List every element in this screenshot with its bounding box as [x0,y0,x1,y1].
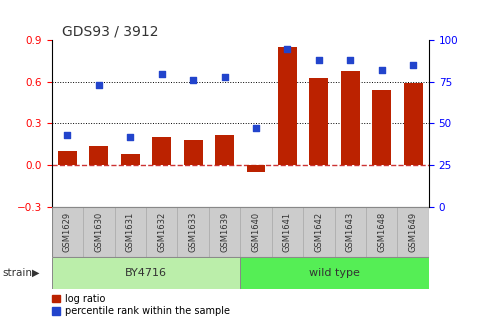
Bar [52,207,83,257]
Bar [114,207,146,257]
Bar [246,165,265,172]
Point [189,78,197,83]
Bar [121,154,140,165]
Bar [209,207,241,257]
Bar [366,207,397,257]
Bar [278,47,297,165]
Bar [272,207,303,257]
Text: GSM1629: GSM1629 [63,212,72,252]
Text: GSM1643: GSM1643 [346,212,355,252]
Bar [310,78,328,165]
Text: GSM1641: GSM1641 [283,212,292,252]
Bar [241,207,272,257]
Point [252,126,260,131]
Point [64,132,71,138]
Bar [52,257,240,289]
Text: BY4716: BY4716 [125,268,167,278]
Text: GSM1642: GSM1642 [315,212,323,252]
Bar [241,257,429,289]
Bar [303,207,335,257]
Point [409,62,417,68]
Bar [83,207,114,257]
Text: wild type: wild type [309,268,360,278]
Text: GSM1649: GSM1649 [409,212,418,252]
Point [283,46,291,51]
Point [315,57,323,63]
Bar [215,135,234,165]
Legend: log ratio, percentile rank within the sample: log ratio, percentile rank within the sa… [52,294,230,316]
Text: GSM1631: GSM1631 [126,212,135,252]
Bar [397,207,429,257]
Bar [335,207,366,257]
Text: GSM1640: GSM1640 [251,212,261,252]
Point [221,74,229,80]
Bar [177,207,209,257]
Text: GSM1633: GSM1633 [189,212,198,252]
Text: strain: strain [2,268,33,278]
Point [378,68,386,73]
Bar [146,207,177,257]
Bar [404,83,423,165]
Text: GSM1639: GSM1639 [220,212,229,252]
Point [347,57,354,63]
Bar [184,140,203,165]
Bar [372,90,391,165]
Bar [152,137,171,165]
Text: ▶: ▶ [32,268,39,278]
Bar [341,71,360,165]
Text: GSM1648: GSM1648 [377,212,387,252]
Bar [90,146,108,165]
Text: GSM1630: GSM1630 [94,212,104,252]
Text: GDS93 / 3912: GDS93 / 3912 [62,25,158,39]
Point [126,134,134,139]
Point [158,71,166,76]
Bar [58,151,77,165]
Text: GSM1632: GSM1632 [157,212,166,252]
Point [95,83,103,88]
